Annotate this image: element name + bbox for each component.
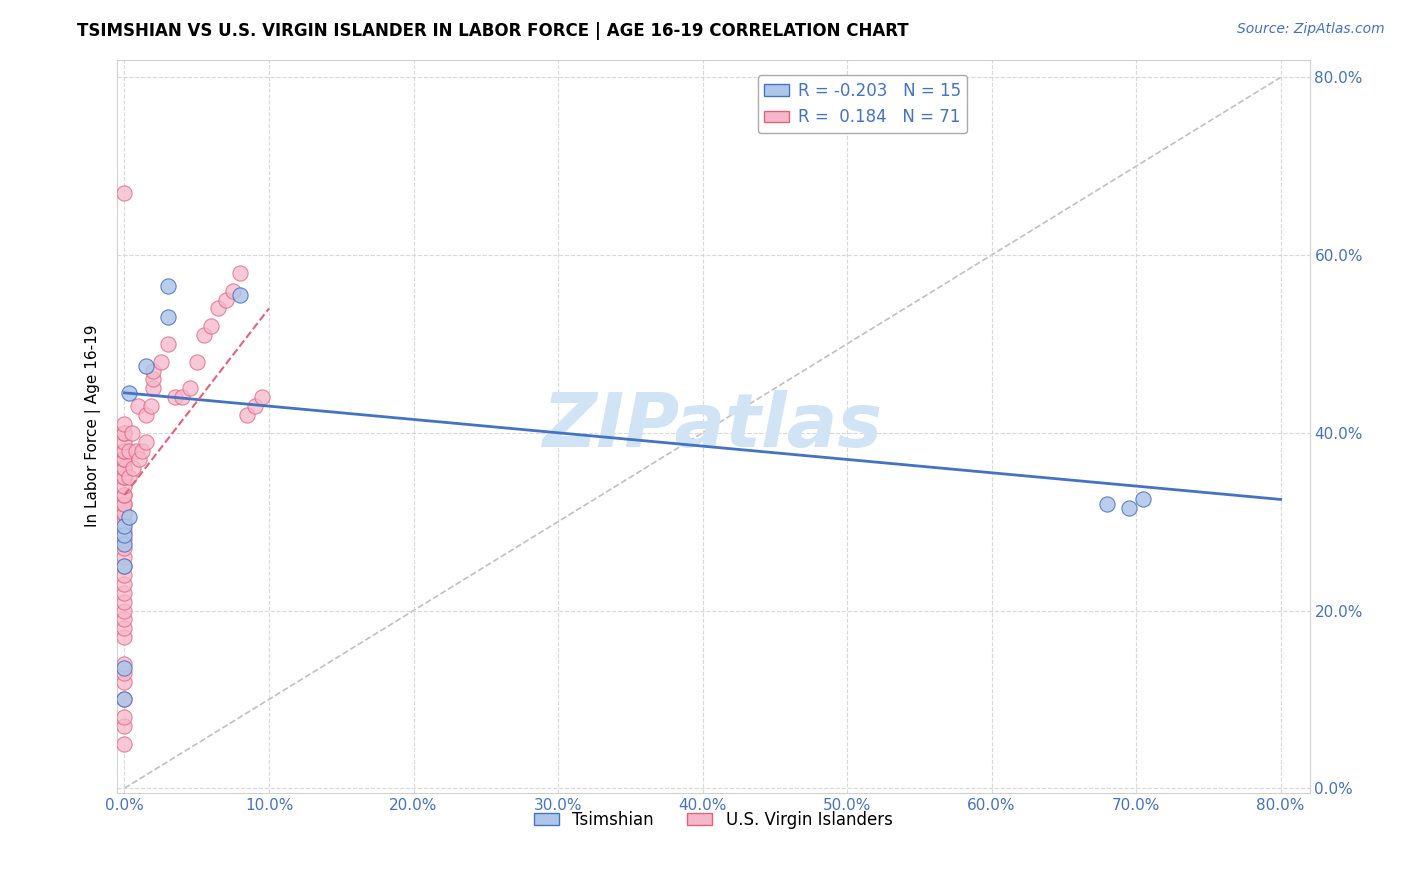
Point <box>121 425 143 440</box>
Point <box>114 186 136 200</box>
Point <box>114 657 136 671</box>
Point <box>142 372 165 386</box>
Point <box>114 479 136 493</box>
Point <box>118 443 141 458</box>
Point <box>114 661 136 675</box>
Point <box>142 363 165 377</box>
Point <box>114 719 136 733</box>
Point <box>114 434 136 449</box>
Point <box>114 603 136 617</box>
Point <box>135 359 157 373</box>
Point <box>156 337 179 351</box>
Point <box>1132 492 1154 507</box>
Point <box>114 621 136 635</box>
Point <box>114 674 136 689</box>
Point <box>243 399 266 413</box>
Text: TSIMSHIAN VS U.S. VIRGIN ISLANDER IN LABOR FORCE | AGE 16-19 CORRELATION CHART: TSIMSHIAN VS U.S. VIRGIN ISLANDER IN LAB… <box>77 22 908 40</box>
Point <box>156 310 179 325</box>
Point <box>114 470 136 484</box>
Point <box>114 417 136 431</box>
Point <box>114 692 136 706</box>
Point <box>114 506 136 520</box>
Point <box>114 630 136 644</box>
Point <box>114 524 136 538</box>
Point <box>179 381 201 395</box>
Point <box>114 550 136 565</box>
Y-axis label: In Labor Force | Age 16-19: In Labor Force | Age 16-19 <box>86 325 101 527</box>
Point <box>114 497 136 511</box>
Point <box>114 737 136 751</box>
Point <box>114 541 136 556</box>
Point <box>114 515 136 529</box>
Point <box>139 399 162 413</box>
Point <box>165 390 187 404</box>
Point <box>193 328 215 343</box>
Point <box>207 301 229 316</box>
Point <box>118 510 141 524</box>
Text: Source: ZipAtlas.com: Source: ZipAtlas.com <box>1237 22 1385 37</box>
Point <box>114 594 136 608</box>
Point <box>114 443 136 458</box>
Text: ZIPatlas: ZIPatlas <box>543 390 883 463</box>
Point <box>114 585 136 599</box>
Point <box>114 488 136 502</box>
Point <box>236 408 259 422</box>
Point <box>1095 497 1118 511</box>
Point <box>114 443 136 458</box>
Point <box>1118 501 1140 516</box>
Point <box>114 710 136 724</box>
Point <box>114 519 136 533</box>
Point <box>114 425 136 440</box>
Point <box>114 559 136 574</box>
Point <box>131 443 153 458</box>
Point <box>125 443 148 458</box>
Point <box>142 381 165 395</box>
Point <box>114 497 136 511</box>
Point <box>135 434 157 449</box>
Point <box>127 399 149 413</box>
Point <box>122 461 145 475</box>
Legend: Tsimshian, U.S. Virgin Islanders: Tsimshian, U.S. Virgin Islanders <box>527 805 900 836</box>
Point <box>186 355 208 369</box>
Point <box>222 284 245 298</box>
Point <box>114 470 136 484</box>
Point <box>114 537 136 551</box>
Point <box>114 461 136 475</box>
Point <box>114 452 136 467</box>
Point <box>114 692 136 706</box>
Point <box>250 390 273 404</box>
Point <box>172 390 194 404</box>
Point <box>229 266 252 280</box>
Point <box>114 665 136 680</box>
Point <box>114 528 136 542</box>
Point <box>114 452 136 467</box>
Point <box>114 568 136 582</box>
Point <box>156 279 179 293</box>
Point <box>114 533 136 547</box>
Point <box>200 319 222 334</box>
Point <box>118 470 141 484</box>
Point <box>114 506 136 520</box>
Point <box>114 461 136 475</box>
Point <box>114 515 136 529</box>
Point <box>114 488 136 502</box>
Point <box>229 288 252 302</box>
Point <box>114 425 136 440</box>
Point <box>149 355 172 369</box>
Point <box>114 559 136 574</box>
Point <box>135 408 157 422</box>
Point <box>214 293 236 307</box>
Point <box>114 577 136 591</box>
Point <box>118 385 141 400</box>
Point <box>114 612 136 626</box>
Point <box>128 452 150 467</box>
